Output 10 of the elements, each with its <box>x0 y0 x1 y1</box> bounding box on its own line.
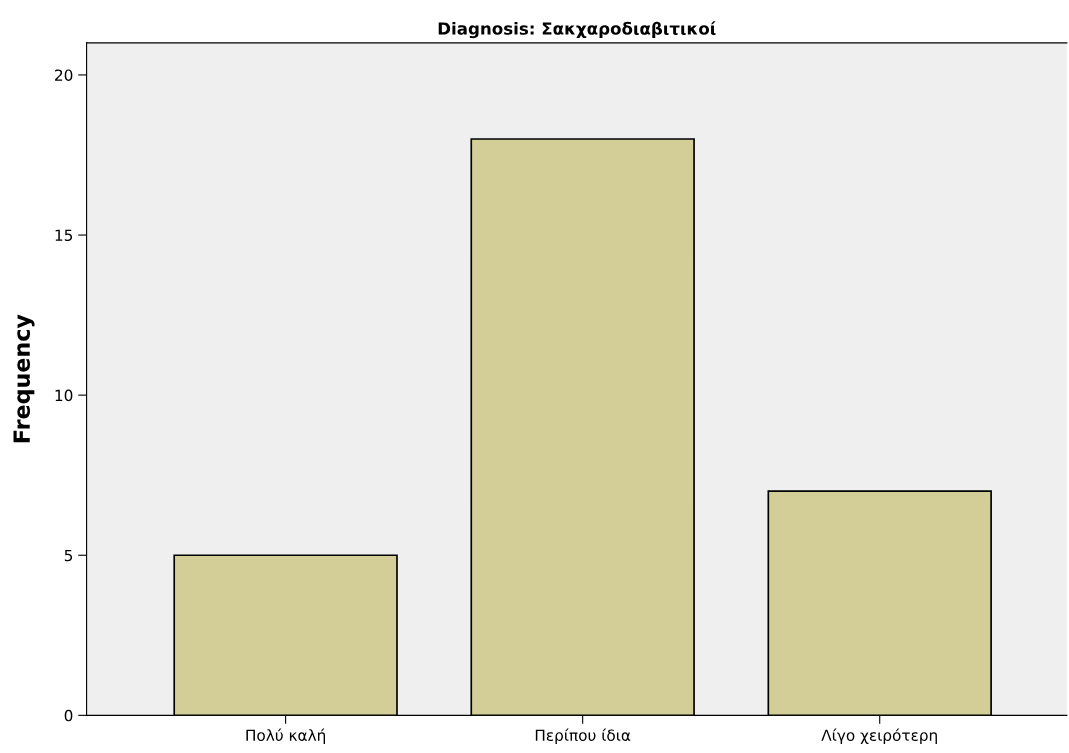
x-tick-label: Πολύ καλή <box>246 728 325 744</box>
y-axis-title: Frequency <box>13 314 35 443</box>
x-tick-label: Λίγο χειρότερη <box>821 728 937 744</box>
chart-title: Diagnosis: Σακχαροδιαβιτικοί <box>438 21 716 39</box>
y-tick-label: 20 <box>55 69 73 81</box>
y-tick-label: 0 <box>64 709 73 722</box>
y-tick-label: 15 <box>55 229 73 242</box>
x-tick-label: Περίπου ίδια <box>535 728 631 744</box>
y-tick-label: 5 <box>64 549 73 562</box>
y-tick-label: 10 <box>55 389 73 402</box>
